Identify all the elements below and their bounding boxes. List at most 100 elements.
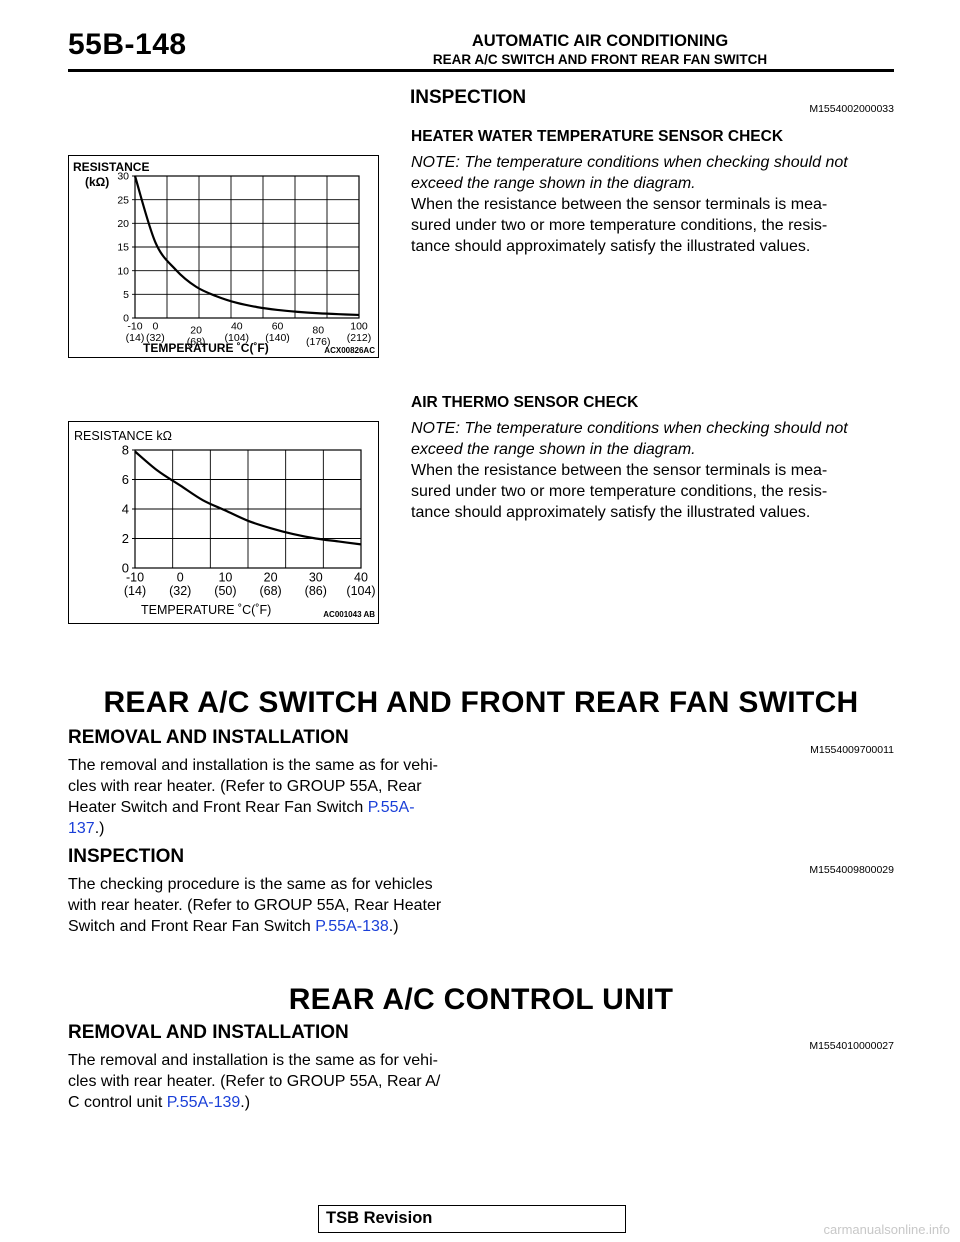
- x-tick-label: -10: [126, 571, 144, 585]
- x-tick-label: 60: [272, 321, 284, 333]
- body-line: sured under two or more temperature cond…: [411, 217, 828, 234]
- y-axis-label: RESISTANCE: [73, 160, 149, 174]
- section-subtitle: REAR A/C SWITCH AND FRONT REAR FAN SWITC…: [432, 52, 768, 67]
- x-tick-label-f: (212): [347, 332, 372, 344]
- resistance-curve: [133, 175, 360, 317]
- y-tick-label: 6: [122, 472, 129, 487]
- figure-code: AC001043 AB: [323, 610, 375, 619]
- figure-code: ACX00826AC: [324, 346, 375, 355]
- page-number: 55B-148: [68, 28, 187, 61]
- body-line: sured under two or more temperature cond…: [411, 483, 828, 500]
- note-line: exceed the range shown in the diagram.: [411, 175, 696, 192]
- body-text: Heater Switch and Front Rear Fan Switch: [68, 799, 368, 816]
- rear-control-title: REAR A/C CONTROL UNIT: [288, 983, 674, 1016]
- body-line: tance should approximately satisfy the i…: [411, 504, 811, 521]
- body-line: tance should approximately satisfy the i…: [411, 238, 811, 255]
- rear-switch-title: REAR A/C SWITCH AND FRONT REAR FAN SWITC…: [103, 686, 859, 719]
- x-tick-label: 10: [218, 571, 232, 585]
- body-line: When the resistance between the sensor t…: [411, 196, 828, 213]
- body-line: Switch and Front Rear Fan Switch P.55A-1…: [68, 916, 441, 937]
- heater-check-title: HEATER WATER TEMPERATURE SENSOR CHECK: [411, 128, 784, 145]
- y-tick-label: 15: [117, 242, 129, 254]
- y-tick-label: 25: [117, 194, 129, 206]
- body-text: .): [240, 1094, 251, 1111]
- y-tick-label: 10: [117, 265, 129, 277]
- body-line: The removal and installation is the same…: [68, 757, 438, 774]
- y-tick-label: 2: [122, 531, 129, 546]
- y-tick-label: 0: [122, 561, 129, 576]
- air-check-body: When the resistance between the sensor t…: [411, 460, 827, 523]
- x-tick-label: 0: [177, 571, 184, 585]
- body-text: Switch and Front Rear Fan Switch: [68, 918, 316, 935]
- x-tick-label: 20: [264, 571, 278, 585]
- x-tick-label: 40: [354, 571, 368, 585]
- air-check-note: NOTE: The temperature conditions when ch…: [411, 418, 848, 460]
- x-tick-label-f: (104): [225, 332, 250, 344]
- note-line: NOTE: The temperature conditions when ch…: [411, 154, 848, 171]
- y-tick-label: 0: [123, 313, 129, 325]
- x-tick-label: 20: [190, 325, 202, 337]
- y-tick-label: 30: [117, 171, 129, 183]
- x-axis-label: TEMPERATURE ˚C(˚F): [141, 603, 271, 617]
- rear-switch-removal-code: M1554009700011: [810, 744, 894, 756]
- x-tick-label-f: (176): [306, 336, 331, 348]
- heater-sensor-chart-svg: 051015202530-10(14)0(32)20(68)40(104)60(…: [73, 160, 375, 355]
- x-tick-label-f: (14): [124, 584, 146, 598]
- ref-link[interactable]: 137: [68, 820, 95, 837]
- x-tick-label: 0: [152, 321, 158, 333]
- body-line: Heater Switch and Front Rear Fan Switch …: [68, 797, 438, 818]
- rear-switch-inspection-code: M1554009800029: [809, 864, 894, 876]
- x-tick-label: 40: [231, 321, 243, 333]
- body-text: .): [388, 918, 399, 935]
- tsb-revision-label: TSB Revision: [326, 1209, 433, 1227]
- ref-link[interactable]: P.55A-138: [315, 918, 389, 935]
- rear-switch-removal-body: The removal and installation is the same…: [68, 755, 438, 839]
- y-tick-label: 5: [123, 289, 129, 301]
- y-axis-unit: (kΩ): [85, 175, 109, 189]
- x-tick-label-f: (68): [187, 336, 206, 348]
- ref-link[interactable]: P.55A-: [367, 799, 415, 816]
- heater-sensor-chart: 0 5 10 15 20 25 30 -10 (14) 0 (32) 20 (68) 40 (104) 60(…: [68, 155, 379, 358]
- note-line: exceed the range shown in the diagram.: [411, 441, 696, 458]
- inspection-code: M1554002000033: [809, 103, 894, 115]
- body-text: C control unit: [68, 1094, 167, 1111]
- resistance-curve: [134, 450, 362, 546]
- x-tick-label-f: (140): [265, 332, 290, 344]
- air-thermo-chart: 0 2 4 6 8 -10 (14) 0 (32) 10 (50) 20 (68) 30 (86) 40 (10…: [68, 421, 379, 624]
- rear-control-removal-code: M1554010000027: [809, 1040, 894, 1052]
- ref-link[interactable]: P.55A-139: [166, 1094, 241, 1111]
- x-tick-label-f: (86): [305, 584, 327, 598]
- x-tick-label-f: (50): [214, 584, 236, 598]
- rear-control-removal-heading: REMOVAL AND INSTALLATION: [68, 1022, 349, 1043]
- group-title: AUTOMATIC AIR CONDITIONING: [471, 32, 729, 50]
- plot-frame: [134, 175, 360, 319]
- body-line: C control unit P.55A-139.): [68, 1092, 440, 1113]
- body-line: The removal and installation is the same…: [68, 1052, 438, 1069]
- x-tick-label-f: (14): [126, 332, 145, 344]
- air-check-title: AIR THERMO SENSOR CHECK: [411, 394, 639, 411]
- x-axis-label: TEMPERATURE ˚C(˚F): [143, 341, 269, 355]
- x-tick-label-f: (104): [346, 584, 375, 598]
- body-line: The checking procedure is the same as fo…: [68, 876, 433, 893]
- header-rule: [68, 69, 894, 72]
- rear-switch-inspection-heading: INSPECTION: [68, 846, 185, 867]
- y-axis-label: RESISTANCE kΩ: [74, 429, 172, 443]
- x-tick-label-f: (32): [146, 332, 165, 344]
- body-line: cles with rear heater. (Refer to GROUP 5…: [68, 778, 422, 795]
- body-line: with rear heater. (Refer to GROUP 55A, R…: [68, 897, 442, 914]
- rear-control-removal-body: The removal and installation is the same…: [68, 1050, 440, 1113]
- x-tick-label: 80: [312, 325, 324, 337]
- rear-switch-inspection-body: The checking procedure is the same as fo…: [68, 874, 441, 937]
- body-line: cles with rear heater. (Refer to GROUP 5…: [68, 1073, 441, 1090]
- footer-box: [318, 1205, 626, 1233]
- body-text: .): [94, 820, 105, 837]
- x-tick-label: 30: [309, 571, 323, 585]
- plot-frame: [134, 449, 362, 569]
- x-tick-label: -10: [127, 321, 142, 333]
- x-tick-label-f: (68): [259, 584, 281, 598]
- x-tick-label: 100: [350, 321, 368, 333]
- air-thermo-chart-svg: 02468-10(14)0(32)10(50)20(68)30(86)40(10…: [74, 429, 376, 619]
- watermark: carmanualsonline.info: [823, 1222, 950, 1237]
- rear-switch-removal-heading: REMOVAL AND INSTALLATION: [68, 727, 349, 748]
- x-tick-label-f: (32): [169, 584, 191, 598]
